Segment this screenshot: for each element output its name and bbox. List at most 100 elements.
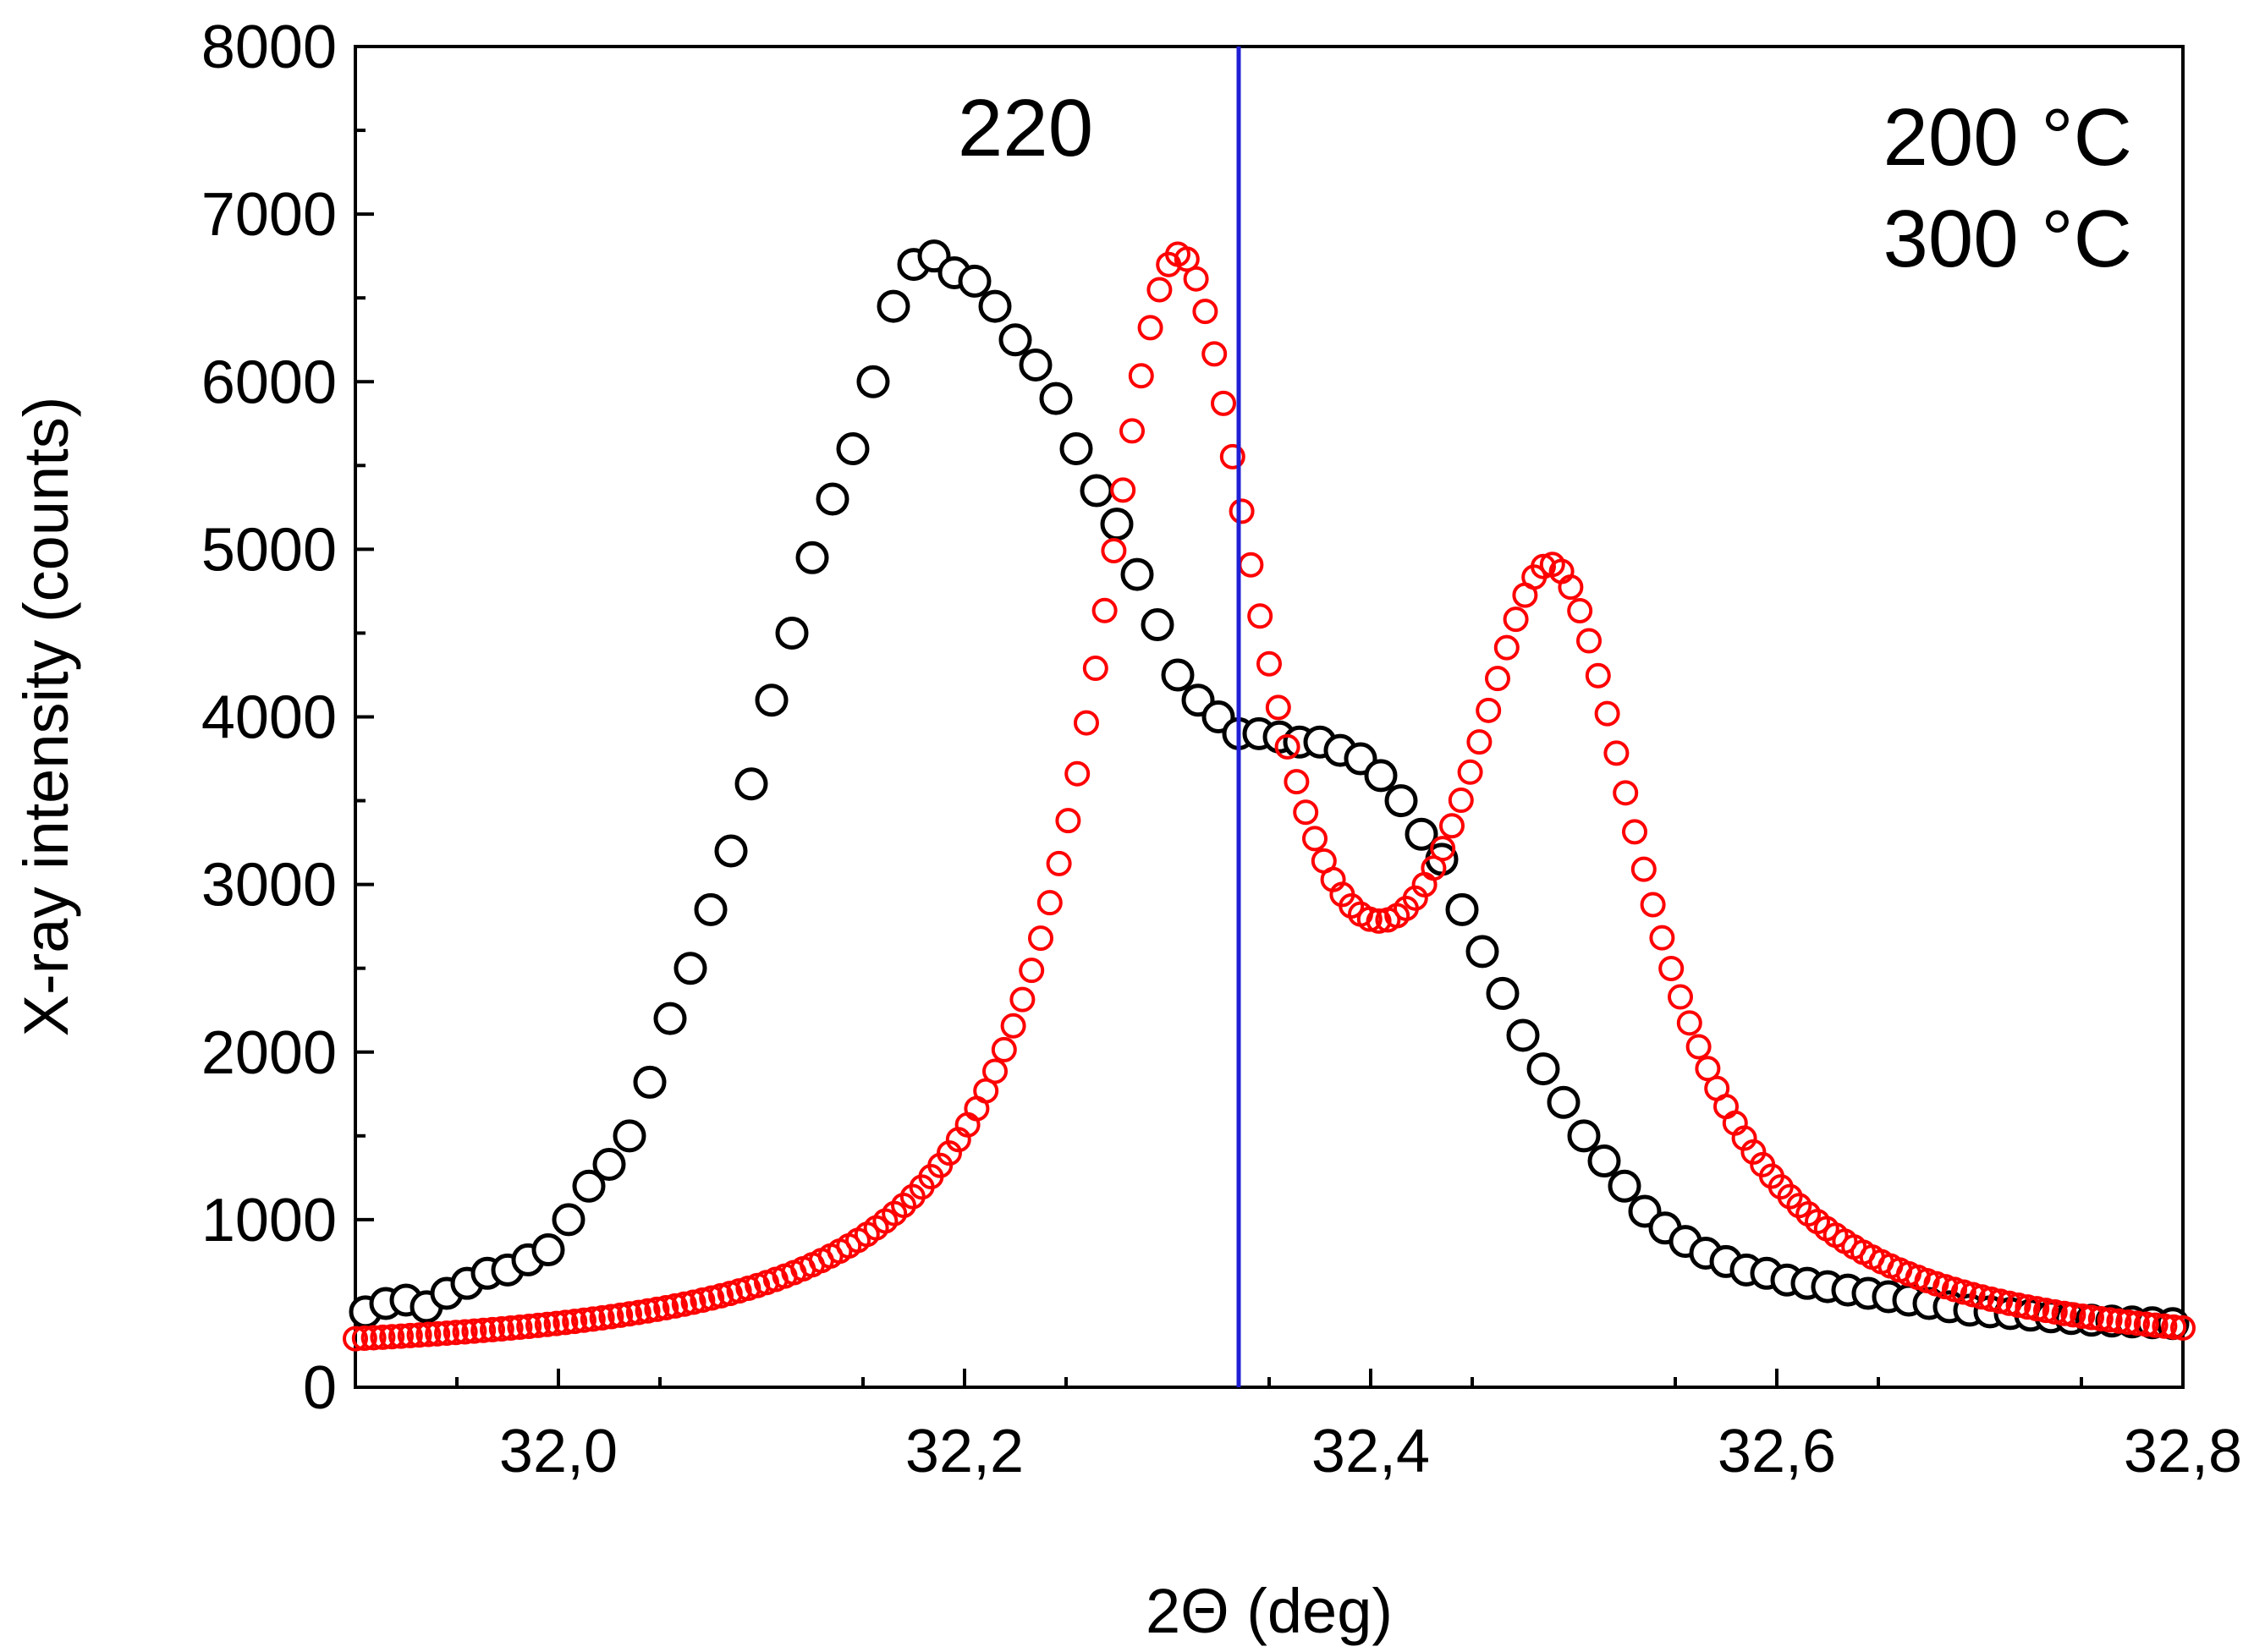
series-300c-point <box>982 1058 1008 1084</box>
series-300c-point <box>1740 1139 1767 1165</box>
series-300c-point <box>1476 697 1502 723</box>
series-300c-point <box>397 1322 423 1348</box>
series-300c-point <box>1238 552 1264 578</box>
x-tick-label: 32,6 <box>1718 1418 1836 1485</box>
series-300c-point <box>1028 925 1053 952</box>
series-300c-point <box>1622 819 1647 845</box>
series-200c-point <box>1608 1169 1641 1203</box>
y-tick-label: 7000 <box>201 181 337 249</box>
series-300c-point <box>1036 890 1063 916</box>
series-300c-point <box>2051 1300 2077 1326</box>
series-200c-point <box>1364 759 1398 793</box>
y-axis-ticks <box>355 45 374 1389</box>
peak-annotation-220: 220 <box>958 83 1093 173</box>
series-300c-point <box>680 1289 706 1315</box>
series-300c-point <box>2142 1312 2169 1338</box>
y-axis-tick-labels: 0 1000 2000 3000 4000 5000 6000 7000 8000 <box>201 14 337 1422</box>
series-300c-point <box>1439 813 1465 839</box>
series-300c-point <box>1055 808 1081 834</box>
series-300c-point <box>1987 1288 2013 1314</box>
series-300c-point <box>351 1325 377 1352</box>
series-300c-point <box>2033 1298 2059 1324</box>
series-300c-point <box>388 1323 414 1349</box>
series-200c-point <box>856 365 890 398</box>
series-300c-point <box>1192 299 1218 325</box>
series-300c-point <box>1256 650 1282 677</box>
series-300c-point <box>480 1316 505 1342</box>
series-200c-point <box>836 432 870 465</box>
series-300c-point <box>406 1322 432 1348</box>
y-tick-label: 2000 <box>201 1019 337 1087</box>
x-axis-tick-labels: 32,0 32,2 32,4 32,6 32,8 <box>499 1418 2242 1485</box>
series-200c-point <box>775 616 809 650</box>
y-tick-label: 6000 <box>201 349 337 416</box>
series-300c-point <box>580 1306 606 1332</box>
series-300c-point <box>543 1310 569 1336</box>
series-300c-point <box>2087 1306 2114 1332</box>
series-200c-point <box>1120 557 1154 591</box>
y-tick-label: 8000 <box>201 14 337 81</box>
series-300c-point <box>534 1311 560 1337</box>
series-300c-point <box>1101 537 1127 563</box>
series-300c-point <box>1009 986 1036 1013</box>
series-300c-point <box>1493 634 1520 661</box>
series-200c-point <box>633 1065 667 1099</box>
x-axis-label: 2Θ (deg) <box>1146 1576 1393 1646</box>
series-200c-point <box>958 264 992 298</box>
series-300c-point <box>690 1287 716 1314</box>
series-300c-point <box>2152 1313 2178 1339</box>
series-300c-point <box>662 1293 688 1319</box>
y-tick-label: 5000 <box>201 516 337 584</box>
series-300c-point <box>2015 1294 2041 1320</box>
series-300c-point <box>2106 1308 2132 1334</box>
series-300c-point <box>488 1315 514 1342</box>
series-300c-point <box>1091 597 1118 623</box>
series-300c-point <box>1594 700 1620 727</box>
series-200c-point <box>1567 1119 1601 1153</box>
series-300c-point <box>1558 574 1584 601</box>
series-300c-point <box>1695 1056 1721 1082</box>
series-300c-point <box>1293 799 1319 826</box>
series-200c-point <box>1161 658 1195 692</box>
series-300c-point <box>1119 418 1145 444</box>
series-200c-point <box>816 482 849 516</box>
series-200c-point <box>1384 784 1418 818</box>
series-300c-point <box>625 1299 651 1325</box>
series-300c-point <box>470 1317 497 1343</box>
series-200c-point <box>673 952 707 985</box>
y-tick-label: 0 <box>303 1354 337 1422</box>
series-300c-point <box>1366 908 1392 934</box>
series-300c-point <box>452 1319 478 1345</box>
series-300c-point <box>1668 984 1693 1010</box>
series-300c-point <box>2115 1309 2141 1336</box>
y-axis-label: X-ray intensity (counts) <box>11 397 81 1037</box>
series-200c-point <box>1141 608 1174 642</box>
series-300c-point <box>461 1318 487 1344</box>
series-200c-point <box>1547 1085 1581 1119</box>
series-200c-point <box>613 1119 646 1153</box>
series-300c-point <box>1685 1034 1712 1060</box>
series-300c-point <box>1019 958 1045 984</box>
series-300c-point <box>415 1321 442 1347</box>
series-200c-point <box>1405 817 1438 851</box>
series-300c-point <box>1064 760 1091 787</box>
series-300c-point <box>525 1312 551 1338</box>
series-300c-point <box>617 1301 642 1327</box>
series-300c-point <box>644 1296 670 1322</box>
y-tick-label: 3000 <box>201 852 337 919</box>
legend-entry-200c: 200 °C <box>1883 92 2132 183</box>
series-300c-point <box>598 1303 624 1330</box>
series-200c-point <box>1080 474 1113 508</box>
series-300c-point <box>553 1309 579 1336</box>
series-300c-point <box>1585 662 1611 689</box>
x-axis-ticks <box>455 1369 2185 1387</box>
series-300c-point <box>516 1313 542 1339</box>
series-300c-point <box>1457 759 1483 785</box>
series-300c-point <box>1284 769 1310 795</box>
series-300c-point <box>1613 780 1639 806</box>
series-200c-point <box>552 1203 585 1237</box>
series-200c-point <box>978 289 1012 323</box>
series-300c-point <box>571 1307 596 1333</box>
legend-entry-300c: 300 °C <box>1883 194 2132 284</box>
series-200c-point <box>755 683 789 717</box>
